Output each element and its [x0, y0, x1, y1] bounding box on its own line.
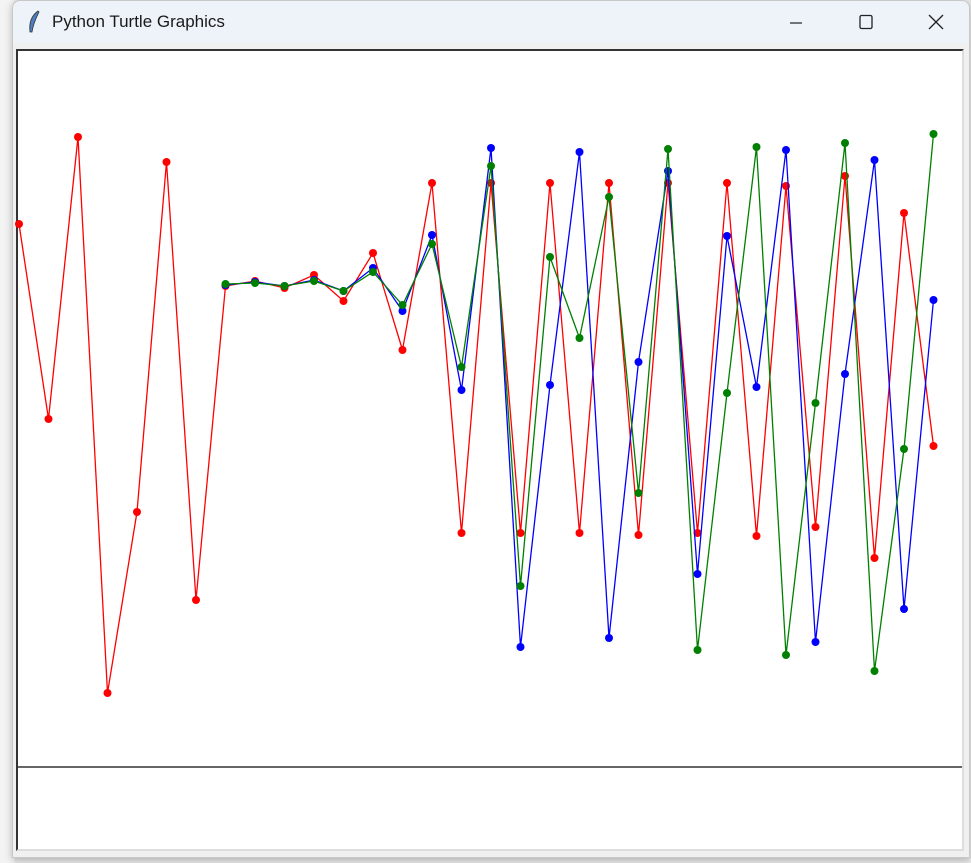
data-point — [664, 167, 672, 175]
data-point — [428, 240, 436, 248]
data-point — [546, 253, 554, 261]
data-point — [398, 307, 407, 315]
series-0 — [15, 133, 938, 697]
window-title: Python Turtle Graphics — [52, 12, 225, 31]
data-point — [44, 415, 53, 423]
data-point — [929, 130, 938, 138]
data-point — [841, 139, 849, 147]
data-point — [900, 209, 908, 217]
data-point — [575, 148, 584, 156]
data-point — [605, 179, 613, 187]
title-bar[interactable]: Python Turtle Graphics — [13, 1, 969, 43]
close-icon — [928, 14, 944, 30]
data-point — [398, 346, 407, 354]
background-window — [0, 0, 14, 863]
data-point — [457, 386, 466, 394]
data-point — [575, 529, 584, 537]
data-point — [811, 523, 820, 531]
data-point — [103, 689, 112, 697]
series-1 — [221, 144, 938, 651]
data-point — [546, 179, 554, 187]
data-point — [634, 489, 643, 497]
series-2 — [221, 130, 938, 675]
data-point — [900, 445, 908, 453]
data-point — [752, 383, 761, 391]
series-line — [225, 133, 935, 672]
data-point — [339, 287, 348, 295]
data-point — [133, 508, 141, 516]
data-point — [752, 532, 761, 540]
feather-icon — [29, 10, 40, 33]
data-point — [428, 231, 436, 239]
data-point — [280, 282, 289, 290]
data-point — [693, 529, 702, 537]
data-point — [841, 370, 849, 378]
series-line — [225, 147, 935, 648]
data-point — [546, 381, 554, 389]
maximize-icon — [859, 14, 873, 30]
data-point — [605, 193, 613, 201]
data-point — [811, 399, 820, 407]
data-point — [870, 667, 879, 675]
data-point — [929, 296, 938, 304]
data-point — [782, 651, 790, 659]
data-point — [15, 220, 23, 228]
data-point — [369, 249, 377, 257]
data-point — [693, 646, 702, 654]
data-point — [575, 334, 584, 342]
data-point — [516, 582, 525, 590]
data-point — [516, 529, 525, 537]
data-point — [251, 279, 259, 287]
data-point — [634, 531, 643, 539]
data-point — [782, 146, 790, 154]
turtle-window: Python Turtle Graphics — [12, 0, 970, 858]
maximize-button[interactable] — [843, 5, 889, 39]
data-point — [605, 634, 613, 642]
data-point — [870, 554, 879, 562]
data-point — [369, 268, 377, 276]
data-point — [752, 143, 761, 151]
minimize-button[interactable] — [773, 5, 819, 39]
data-point — [487, 162, 495, 170]
data-point — [811, 638, 820, 646]
data-point — [457, 529, 466, 537]
data-point — [723, 232, 731, 240]
data-point — [398, 301, 407, 309]
data-point — [723, 179, 731, 187]
data-point — [74, 133, 82, 141]
series-line — [18, 136, 935, 694]
data-point — [192, 596, 200, 604]
data-point — [634, 358, 643, 366]
data-point — [457, 363, 466, 371]
data-point — [487, 144, 495, 152]
data-point — [664, 145, 672, 153]
data-point — [693, 570, 702, 578]
data-point — [339, 297, 348, 305]
data-point — [310, 277, 318, 285]
data-point — [516, 643, 525, 651]
data-point — [428, 179, 436, 187]
data-point — [870, 156, 879, 164]
data-point — [929, 442, 938, 450]
data-point — [723, 389, 731, 397]
close-button[interactable] — [913, 5, 959, 39]
minimize-icon — [790, 22, 802, 24]
data-point — [900, 605, 908, 613]
data-point — [221, 280, 230, 288]
data-point — [162, 158, 171, 166]
